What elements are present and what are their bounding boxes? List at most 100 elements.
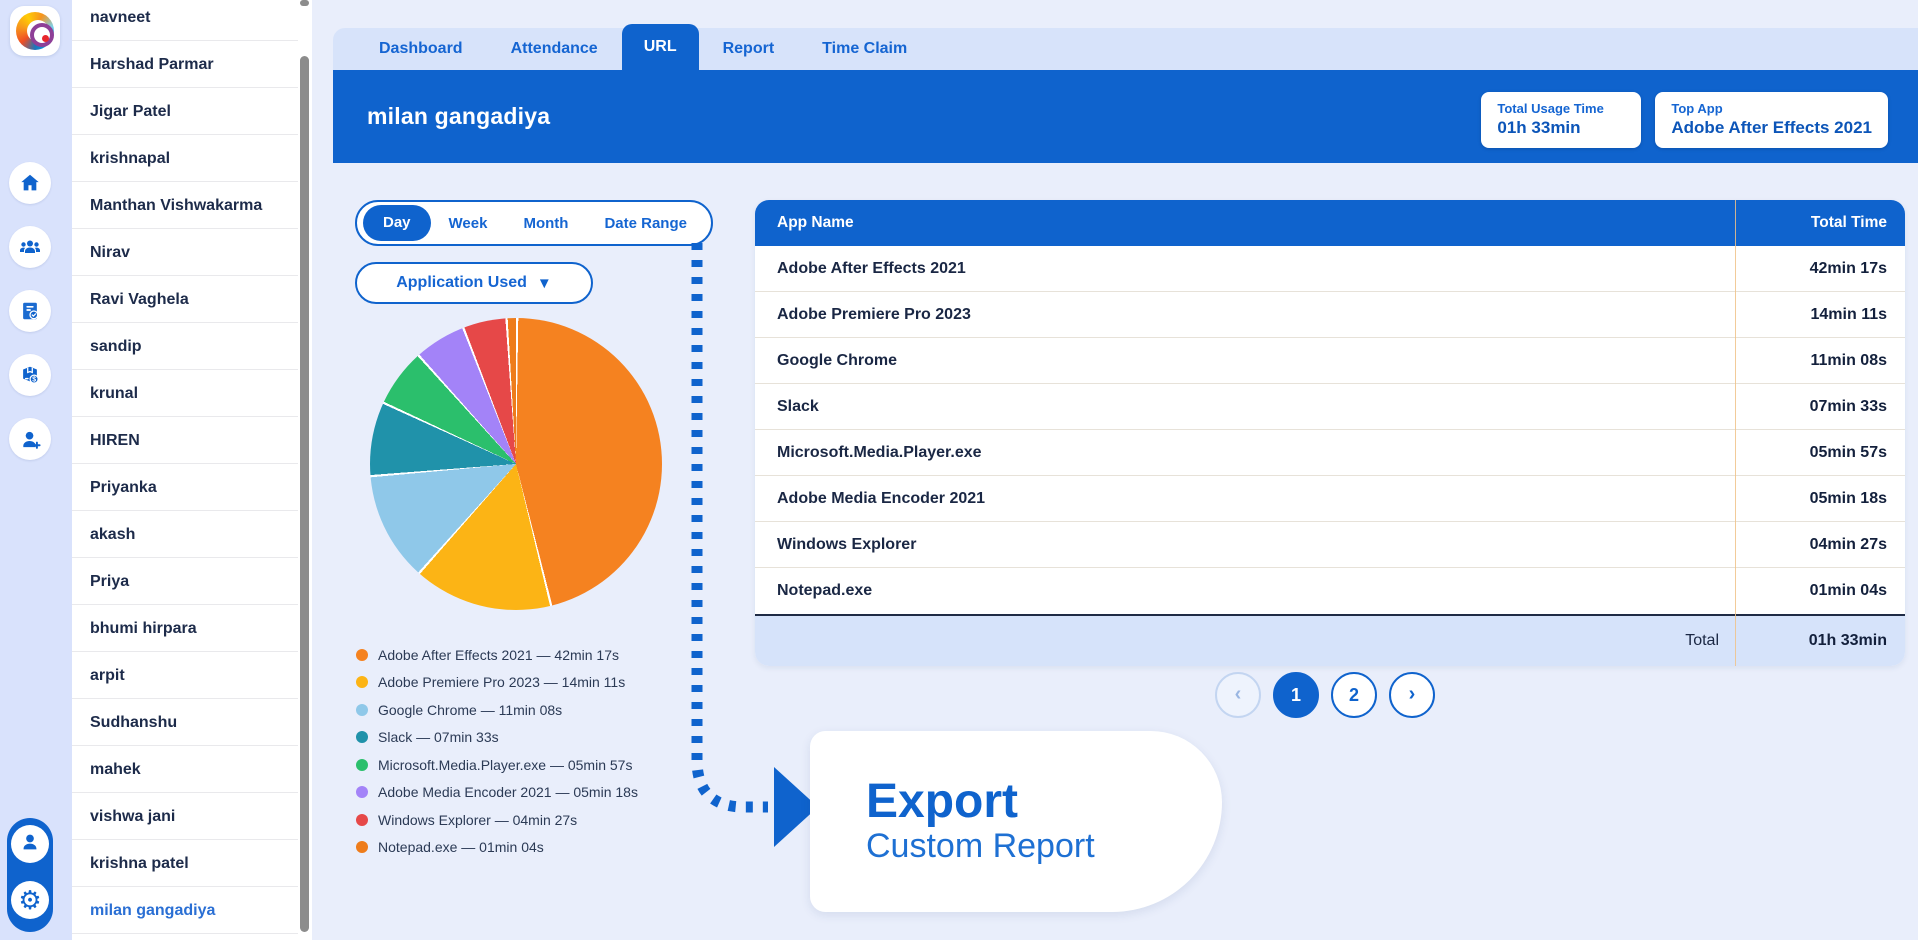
employee-list-item[interactable]: Nirav	[72, 229, 298, 276]
cell-total-time: 01min 04s	[1735, 582, 1905, 600]
pagination-next-button[interactable]: ›	[1389, 672, 1435, 718]
employee-list-panel: navneetHarshad ParmarJigar Patelkrishnap…	[72, 0, 312, 940]
table-row[interactable]: Adobe Premiere Pro 202314min 11s	[755, 292, 1905, 338]
main-content: DashboardAttendanceURLReportTime Claim m…	[312, 0, 1918, 940]
employee-list-item[interactable]: krishnapal	[72, 135, 298, 182]
dropdown-label: Application Used	[396, 274, 527, 292]
cell-total-time: 42min 17s	[1735, 260, 1905, 278]
range-option-day[interactable]: Day	[363, 205, 431, 241]
legend-item: Microsoft.Media.Player.exe — 05min 57s	[356, 751, 638, 779]
stat-card-label: Total Usage Time	[1497, 101, 1625, 116]
cell-app-name: Slack	[755, 398, 1735, 416]
profile-button[interactable]	[11, 825, 49, 863]
legend-color-dot	[356, 786, 368, 798]
app-logo[interactable]	[10, 6, 60, 56]
table-row[interactable]: Microsoft.Media.Player.exe05min 57s	[755, 430, 1905, 476]
tab-report[interactable]: Report	[699, 28, 799, 70]
employee-list-scrollbar[interactable]	[300, 0, 310, 940]
usage-pie-chart[interactable]	[370, 318, 662, 610]
nav-home-button[interactable]	[9, 162, 51, 204]
column-header-total-time: Total Time	[1735, 214, 1905, 232]
tab-time-claim[interactable]: Time Claim	[798, 28, 931, 70]
legend-color-dot	[356, 731, 368, 743]
table-row[interactable]: Notepad.exe01min 04s	[755, 568, 1905, 614]
chevron-down-icon: ▼	[537, 275, 552, 292]
employee-list-item[interactable]: Harshad Parmar	[72, 41, 298, 88]
legend-label: Slack — 07min 33s	[378, 729, 499, 745]
settings-button[interactable]: ⚙	[11, 881, 49, 919]
table-row[interactable]: Adobe After Effects 202142min 17s	[755, 246, 1905, 292]
table-row[interactable]: Google Chrome11min 08s	[755, 338, 1905, 384]
nav-product-button[interactable]: $	[9, 354, 51, 396]
table-row[interactable]: Slack07min 33s	[755, 384, 1905, 430]
employee-list-item[interactable]: milan gangadiya	[72, 887, 298, 934]
pagination-page-1[interactable]: 1	[1273, 672, 1319, 718]
employee-list-item[interactable]: Jigar Patel	[72, 88, 298, 135]
employee-list-item[interactable]: Priya	[72, 558, 298, 605]
scrollbar-thumb[interactable]	[300, 56, 309, 932]
icon-rail: $ ⚙	[0, 0, 72, 940]
product-dollar-icon: $	[19, 364, 41, 386]
employee-header: milan gangadiya Total Usage Time01h 33mi…	[333, 70, 1918, 163]
svg-text:$: $	[32, 377, 36, 384]
app-usage-table: App Name Total Time Adobe After Effects …	[755, 200, 1905, 666]
legend-label: Adobe Media Encoder 2021 — 05min 18s	[378, 784, 638, 800]
export-title: Export	[866, 777, 1222, 827]
tab-url[interactable]: URL	[622, 24, 699, 70]
employee-list-item[interactable]: Manthan Vishwakarma	[72, 182, 298, 229]
employee-list-item[interactable]: Priyanka	[72, 464, 298, 511]
range-option-month[interactable]: Month	[505, 215, 586, 232]
employee-list-item[interactable]: vishwa jani	[72, 793, 298, 840]
nav-team-button[interactable]	[9, 226, 51, 268]
pagination-page-2[interactable]: 2	[1331, 672, 1377, 718]
legend-item: Google Chrome — 11min 08s	[356, 696, 638, 724]
logo-swirl-icon	[16, 12, 54, 50]
employee-list-item[interactable]: arpit	[72, 652, 298, 699]
table-row[interactable]: Adobe Media Encoder 202105min 18s	[755, 476, 1905, 522]
nav-report-button[interactable]	[9, 290, 51, 332]
employee-list-item[interactable]: navneet	[72, 0, 298, 41]
tab-attendance[interactable]: Attendance	[487, 28, 622, 70]
legend-color-dot	[356, 814, 368, 826]
cell-total-time: 05min 18s	[1735, 490, 1905, 508]
application-used-dropdown[interactable]: Application Used ▼	[355, 262, 593, 304]
employee-list-item[interactable]: HIREN	[72, 417, 298, 464]
add-user-icon	[19, 428, 42, 451]
report-check-icon	[19, 300, 41, 322]
employee-list-item[interactable]: Sudhanshu	[72, 699, 298, 746]
home-icon	[19, 172, 41, 194]
employee-list-item[interactable]: krunal	[72, 370, 298, 417]
cell-total-time: 07min 33s	[1735, 398, 1905, 416]
total-label: Total	[755, 632, 1735, 650]
cell-app-name: Notepad.exe	[755, 582, 1735, 600]
employee-list-item[interactable]: akash	[72, 511, 298, 558]
export-custom-report-button[interactable]: Export Custom Report	[810, 731, 1222, 912]
employee-list-item[interactable]: bhumi hirpara	[72, 605, 298, 652]
nav-add-user-button[interactable]	[9, 418, 51, 460]
header-stat-card: Total Usage Time01h 33min	[1481, 92, 1641, 148]
employee-list-item[interactable]: krishna patel	[72, 840, 298, 887]
export-subtitle: Custom Report	[866, 827, 1222, 866]
range-option-week[interactable]: Week	[431, 215, 506, 232]
table-body: Adobe After Effects 202142min 17sAdobe P…	[755, 246, 1905, 614]
employee-list-item[interactable]: mahek	[72, 746, 298, 793]
legend-label: Windows Explorer — 04min 27s	[378, 812, 577, 828]
cell-app-name: Adobe After Effects 2021	[755, 260, 1735, 278]
table-header-row: App Name Total Time	[755, 200, 1905, 246]
legend-color-dot	[356, 841, 368, 853]
employee-list-item[interactable]: sandip	[72, 323, 298, 370]
pagination-prev-button[interactable]: ‹	[1215, 672, 1261, 718]
legend-label: Notepad.exe — 01min 04s	[378, 839, 544, 855]
table-row[interactable]: Windows Explorer04min 27s	[755, 522, 1905, 568]
total-value: 01h 33min	[1735, 632, 1905, 650]
range-option-date-range[interactable]: Date Range	[586, 215, 705, 232]
legend-item: Adobe Premiere Pro 2023 — 14min 11s	[356, 669, 638, 697]
employee-list-item[interactable]: Ravi Vaghela	[72, 276, 298, 323]
date-range-toggle: DayWeekMonthDate Range	[355, 200, 713, 246]
tab-dashboard[interactable]: Dashboard	[355, 28, 487, 70]
legend-item: Adobe After Effects 2021 — 42min 17s	[356, 641, 638, 669]
stat-card-value: Adobe After Effects 2021	[1671, 118, 1872, 138]
page-title: milan gangadiya	[367, 103, 550, 130]
legend-item: Slack — 07min 33s	[356, 724, 638, 752]
legend-color-dot	[356, 704, 368, 716]
